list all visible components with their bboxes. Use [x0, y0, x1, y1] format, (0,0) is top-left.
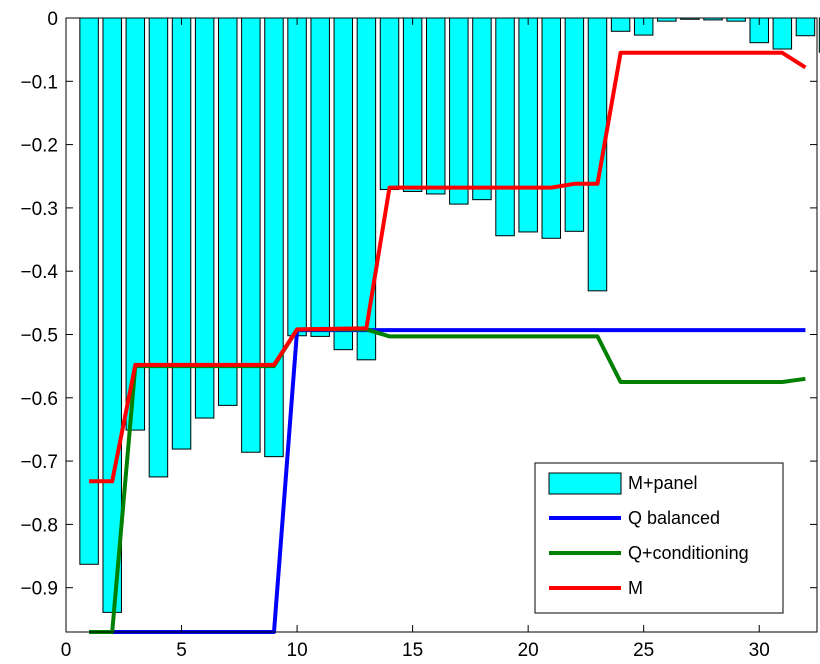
x-tick-label: 30	[749, 640, 770, 661]
bar-4	[148, 17, 169, 478]
y-tick-label: −0.9	[20, 579, 58, 600]
x-tick-label: 5	[176, 640, 187, 661]
bar-14	[379, 17, 400, 191]
bar-16	[425, 17, 446, 195]
legend-label-m: M	[628, 578, 643, 598]
series-line-m	[89, 50, 807, 484]
bar-18	[472, 17, 492, 201]
legend: M+panel Q balanced Q+conditioning M	[534, 462, 784, 614]
bar-17	[449, 17, 469, 205]
y-tick-label: −0.6	[20, 389, 58, 410]
bar-11	[310, 17, 330, 337]
y-tick-label: −0.3	[20, 199, 58, 220]
y-tick-label: −0.8	[20, 515, 58, 536]
bar-19	[495, 17, 515, 237]
bar-9	[264, 17, 284, 458]
y-tick-label: −0.7	[20, 452, 58, 473]
legend-label-m-panel: M+panel	[628, 473, 698, 493]
bar-2	[102, 17, 122, 613]
x-tick-label: 15	[402, 640, 423, 661]
bar-13	[356, 17, 377, 361]
bar-22	[564, 17, 585, 232]
x-tick-label: 10	[287, 640, 308, 661]
bar-21	[541, 17, 562, 239]
axes-layer: 0 5 10 15 20 25 30 0 −0.1 −0.2 −0.3 −0.4 −0.5 −0.6 −0.…	[20, 9, 818, 661]
y-tick-label: −0.5	[20, 325, 58, 346]
axes-frame	[65, 17, 818, 633]
x-tick-label: 0	[61, 640, 72, 661]
y-tick-label: −0.2	[20, 136, 58, 157]
y-tick-label: −0.1	[20, 72, 58, 93]
bar-24	[610, 17, 631, 32]
bar-31	[772, 17, 793, 50]
bar-6	[194, 17, 215, 419]
bar-15	[402, 17, 423, 192]
y-tick-label: −0.4	[20, 262, 58, 283]
bar-12	[333, 17, 354, 351]
bar-5	[171, 17, 192, 450]
bar-10	[287, 17, 307, 337]
x-tick-label: 20	[518, 640, 539, 661]
bar-20	[518, 17, 538, 233]
y-tick-label: 0	[47, 9, 58, 30]
bar-8	[241, 17, 261, 453]
legend-swatch-m-panel	[548, 472, 622, 495]
bar-32	[795, 17, 816, 37]
legend-label-q-balanced: Q balanced	[628, 508, 720, 528]
x-tick-label: 25	[633, 640, 654, 661]
bar-7	[218, 17, 238, 406]
legend-label-q-conditioning: Q+conditioning	[628, 543, 749, 563]
